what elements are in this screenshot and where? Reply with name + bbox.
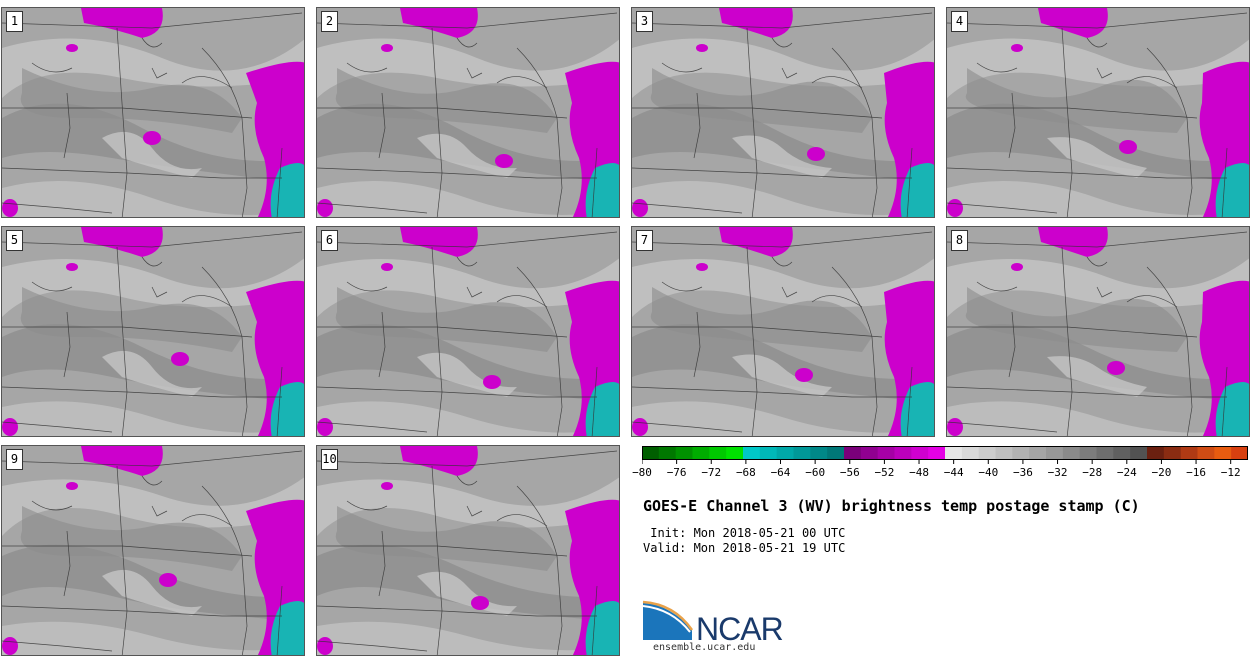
member-panel: 4: [946, 7, 1250, 218]
member-map: [317, 8, 619, 217]
colorbar-tick-label: −28: [1082, 466, 1103, 479]
colorbar-swatch: [692, 446, 710, 460]
colorbar-swatch: [894, 446, 912, 460]
member-number-label: 8: [951, 230, 968, 251]
member-map: [2, 446, 304, 655]
colorbar-tick-label: −40: [978, 466, 999, 479]
member-number-label: 7: [636, 230, 653, 251]
colorbar-swatch: [1214, 446, 1232, 460]
member-map: [317, 227, 619, 436]
member-number-label: 1: [6, 11, 23, 32]
colorbar-tick-label: −60: [805, 466, 826, 479]
colorbar-tick-label: −64: [770, 466, 791, 479]
colorbar-tick-label: −36: [1012, 466, 1033, 479]
colorbar-swatch: [759, 446, 778, 460]
colorbar-swatch: [1096, 446, 1114, 460]
colorbar-tick-label: −72: [701, 466, 722, 479]
colorbar-tick-label: −76: [666, 466, 687, 479]
colorbar-swatch: [776, 446, 794, 460]
colorbar-tick-label: −44: [943, 466, 964, 479]
member-panel: 5: [1, 226, 305, 437]
colorbar-swatch: [726, 446, 744, 460]
member-map: [317, 446, 619, 655]
colorbar-swatch: [1130, 446, 1148, 460]
ncar-logo: NCAR: [642, 600, 784, 644]
member-number-label: 9: [6, 449, 23, 470]
valid-time: Valid: Mon 2018-05-21 19 UTC: [643, 541, 846, 555]
member-map: [632, 227, 934, 436]
colorbar-swatch: [911, 446, 929, 460]
colorbar-tick-label: −16: [1186, 466, 1206, 479]
colorbar-swatch: [1180, 446, 1198, 460]
colorbar-swatch: [1062, 446, 1081, 460]
colorbar-swatch: [827, 446, 845, 460]
member-number-label: 10: [321, 449, 338, 470]
colorbar-tick-label: −12: [1220, 466, 1241, 479]
member-map: [2, 227, 304, 436]
colorbar-tick-label: −20: [1151, 466, 1172, 479]
colorbar-swatch: [642, 446, 660, 460]
colorbar-border: [642, 446, 1248, 460]
colorbar-swatch: [877, 446, 895, 460]
colorbar-swatch: [945, 446, 963, 460]
colorbar-tick-label: −56: [839, 466, 860, 479]
colorbar-tick-label: −24: [1116, 466, 1137, 479]
member-panel: 3: [631, 7, 935, 218]
colorbar-swatch: [658, 446, 677, 460]
colorbar-tick-label: −32: [1047, 466, 1068, 479]
colorbar-swatch: [1147, 446, 1165, 460]
colorbar-swatch: [1079, 446, 1097, 460]
temperature-colorbar: [642, 446, 1248, 464]
colorbar-swatch: [1012, 446, 1030, 460]
colorbar-swatch: [961, 446, 980, 460]
member-panel: 9: [1, 445, 305, 656]
colorbar-swatch: [978, 446, 996, 460]
colorbar-swatch: [675, 446, 693, 460]
member-panel: 1: [1, 7, 305, 218]
colorbar-swatch: [793, 446, 811, 460]
colorbar-swatch: [1197, 446, 1215, 460]
chart-title: GOES-E Channel 3 (WV) brightness temp po…: [643, 497, 1140, 515]
member-map: [2, 8, 304, 217]
colorbar-swatch: [709, 446, 727, 460]
colorbar-swatch: [860, 446, 879, 460]
member-panel: 8: [946, 226, 1250, 437]
member-panel: 10: [316, 445, 620, 656]
colorbar-tick-label: −52: [874, 466, 895, 479]
colorbar-swatch: [1163, 446, 1182, 460]
member-number-label: 2: [321, 11, 338, 32]
colorbar-swatch: [844, 446, 862, 460]
member-map: [947, 8, 1249, 217]
colorbar-swatch: [1029, 446, 1047, 460]
member-number-label: 4: [951, 11, 968, 32]
member-panel: 2: [316, 7, 620, 218]
member-number-label: 5: [6, 230, 23, 251]
colorbar-tick-label: −80: [632, 466, 652, 479]
colorbar-tick-label: −48: [909, 466, 929, 479]
member-map: [947, 227, 1249, 436]
colorbar-swatch: [995, 446, 1013, 460]
colorbar-swatch: [743, 446, 761, 460]
colorbar-swatch: [928, 446, 946, 460]
logo-text: NCAR: [696, 611, 783, 644]
colorbar-swatch: [1231, 446, 1248, 460]
member-map: [632, 8, 934, 217]
init-time: Init: Mon 2018-05-21 00 UTC: [643, 526, 846, 540]
colorbar-swatch: [1046, 446, 1064, 460]
member-panel: 7: [631, 226, 935, 437]
colorbar-tick-label: −68: [735, 466, 756, 479]
member-number-label: 3: [636, 11, 653, 32]
logo-url: ensemble.ucar.edu: [653, 642, 756, 653]
member-panel: 6: [316, 226, 620, 437]
colorbar-swatch: [810, 446, 828, 460]
member-number-label: 6: [321, 230, 338, 251]
colorbar-swatch: [1113, 446, 1131, 460]
